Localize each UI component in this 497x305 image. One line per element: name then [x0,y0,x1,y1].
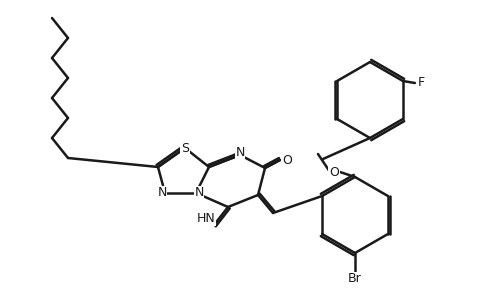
Text: O: O [329,166,339,178]
Text: O: O [282,153,292,167]
Text: F: F [417,77,424,89]
Text: HN: HN [197,213,215,225]
Text: N: N [235,146,245,160]
Text: Br: Br [348,272,362,285]
Text: S: S [181,142,189,155]
Text: N: N [158,186,166,199]
Text: N: N [194,186,204,199]
